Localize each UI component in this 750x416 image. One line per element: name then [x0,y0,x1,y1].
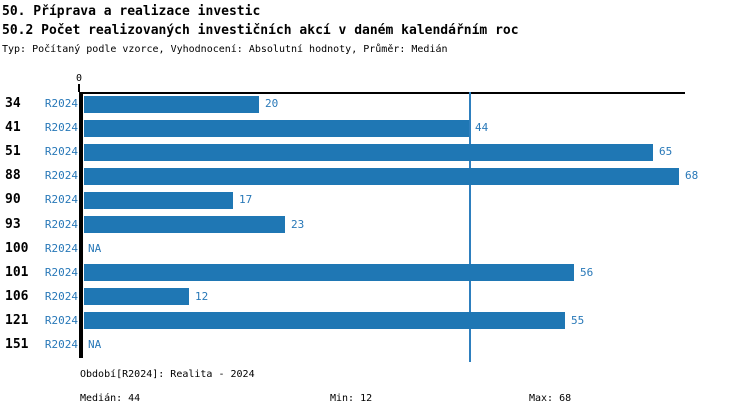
chart-row: 41 R2024 44 [0,116,750,140]
row-category-label: 51 [5,144,21,160]
chart-row: 106 R2024 12 [0,285,750,309]
bar [84,216,285,233]
median-stat: Medián: 44 [80,393,141,404]
row-series-label: R2024 [44,121,78,135]
report-title: 50. Příprava a realizace investic [2,4,261,19]
row-series-label: R2024 [44,97,78,110]
bar-value-label: 56 [580,265,594,279]
bar-value-label: NA [88,338,102,351]
indicator-title: 50.2 Počet realizovaných investičních ak… [2,23,519,38]
x-axis-tick-label: 0 [75,73,83,84]
bar [84,143,653,161]
bar-value-label: 44 [475,121,489,135]
chart-row: 101 R2024 56 [0,261,750,285]
row-category-label: 100 [5,240,29,256]
bar [84,167,679,185]
bar-value-label: 20 [265,97,279,110]
x-axis-line [79,92,685,94]
chart-row: 34 R2024 20 [0,92,750,116]
row-category-label: 41 [5,120,21,136]
bar [84,191,233,209]
bar [84,288,189,306]
chart-row: 93 R2024 23 [0,213,750,237]
bar-value-label: 17 [239,193,253,207]
min-stat: Min: 12 [330,393,373,404]
bar-value-label: 12 [195,289,209,303]
bar-value-label: 68 [685,169,699,183]
chart-row: 100 R2024 NA [0,237,750,261]
chart-row: 90 R2024 17 [0,188,750,212]
x-axis-tick-mark [78,84,80,92]
bar-value-label: 65 [659,145,673,159]
row-series-label: R2024 [44,169,78,183]
row-category-label: 101 [5,264,29,280]
row-series-label: R2024 [44,241,78,255]
bar [84,95,259,113]
chart-row: 88 R2024 68 [0,164,750,188]
row-category-label: 93 [5,216,21,232]
period-legend: Období[R2024]: Realita - 2024 [80,369,255,380]
chart-row: 51 R2024 65 [0,140,750,164]
row-series-label: R2024 [44,289,78,303]
chart-row: 151 R2024 NA [0,333,750,357]
row-category-label: 121 [5,312,29,328]
bar-value-label: 23 [291,217,305,231]
row-series-label: R2024 [44,265,78,279]
row-category-label: 106 [5,288,29,304]
y-axis-line [79,92,83,358]
max-stat: Max: 68 [529,393,572,404]
row-series-label: R2024 [44,217,78,231]
row-category-label: 90 [5,192,21,208]
median-reference-line [469,92,471,362]
bar-value-label: NA [88,241,102,255]
row-series-label: R2024 [44,338,78,351]
indicator-subtitle: Typ: Počítaný podle vzorce, Vyhodnocení:… [2,44,448,55]
bar [84,119,469,137]
bar [84,312,565,330]
row-series-label: R2024 [44,313,78,327]
row-category-label: 151 [5,337,29,352]
row-category-label: 88 [5,168,21,184]
chart-row: 121 R2024 55 [0,309,750,333]
row-series-label: R2024 [44,193,78,207]
bar-value-label: 55 [571,313,585,327]
row-series-label: R2024 [44,145,78,159]
row-category-label: 34 [5,96,21,111]
bar [84,264,574,282]
